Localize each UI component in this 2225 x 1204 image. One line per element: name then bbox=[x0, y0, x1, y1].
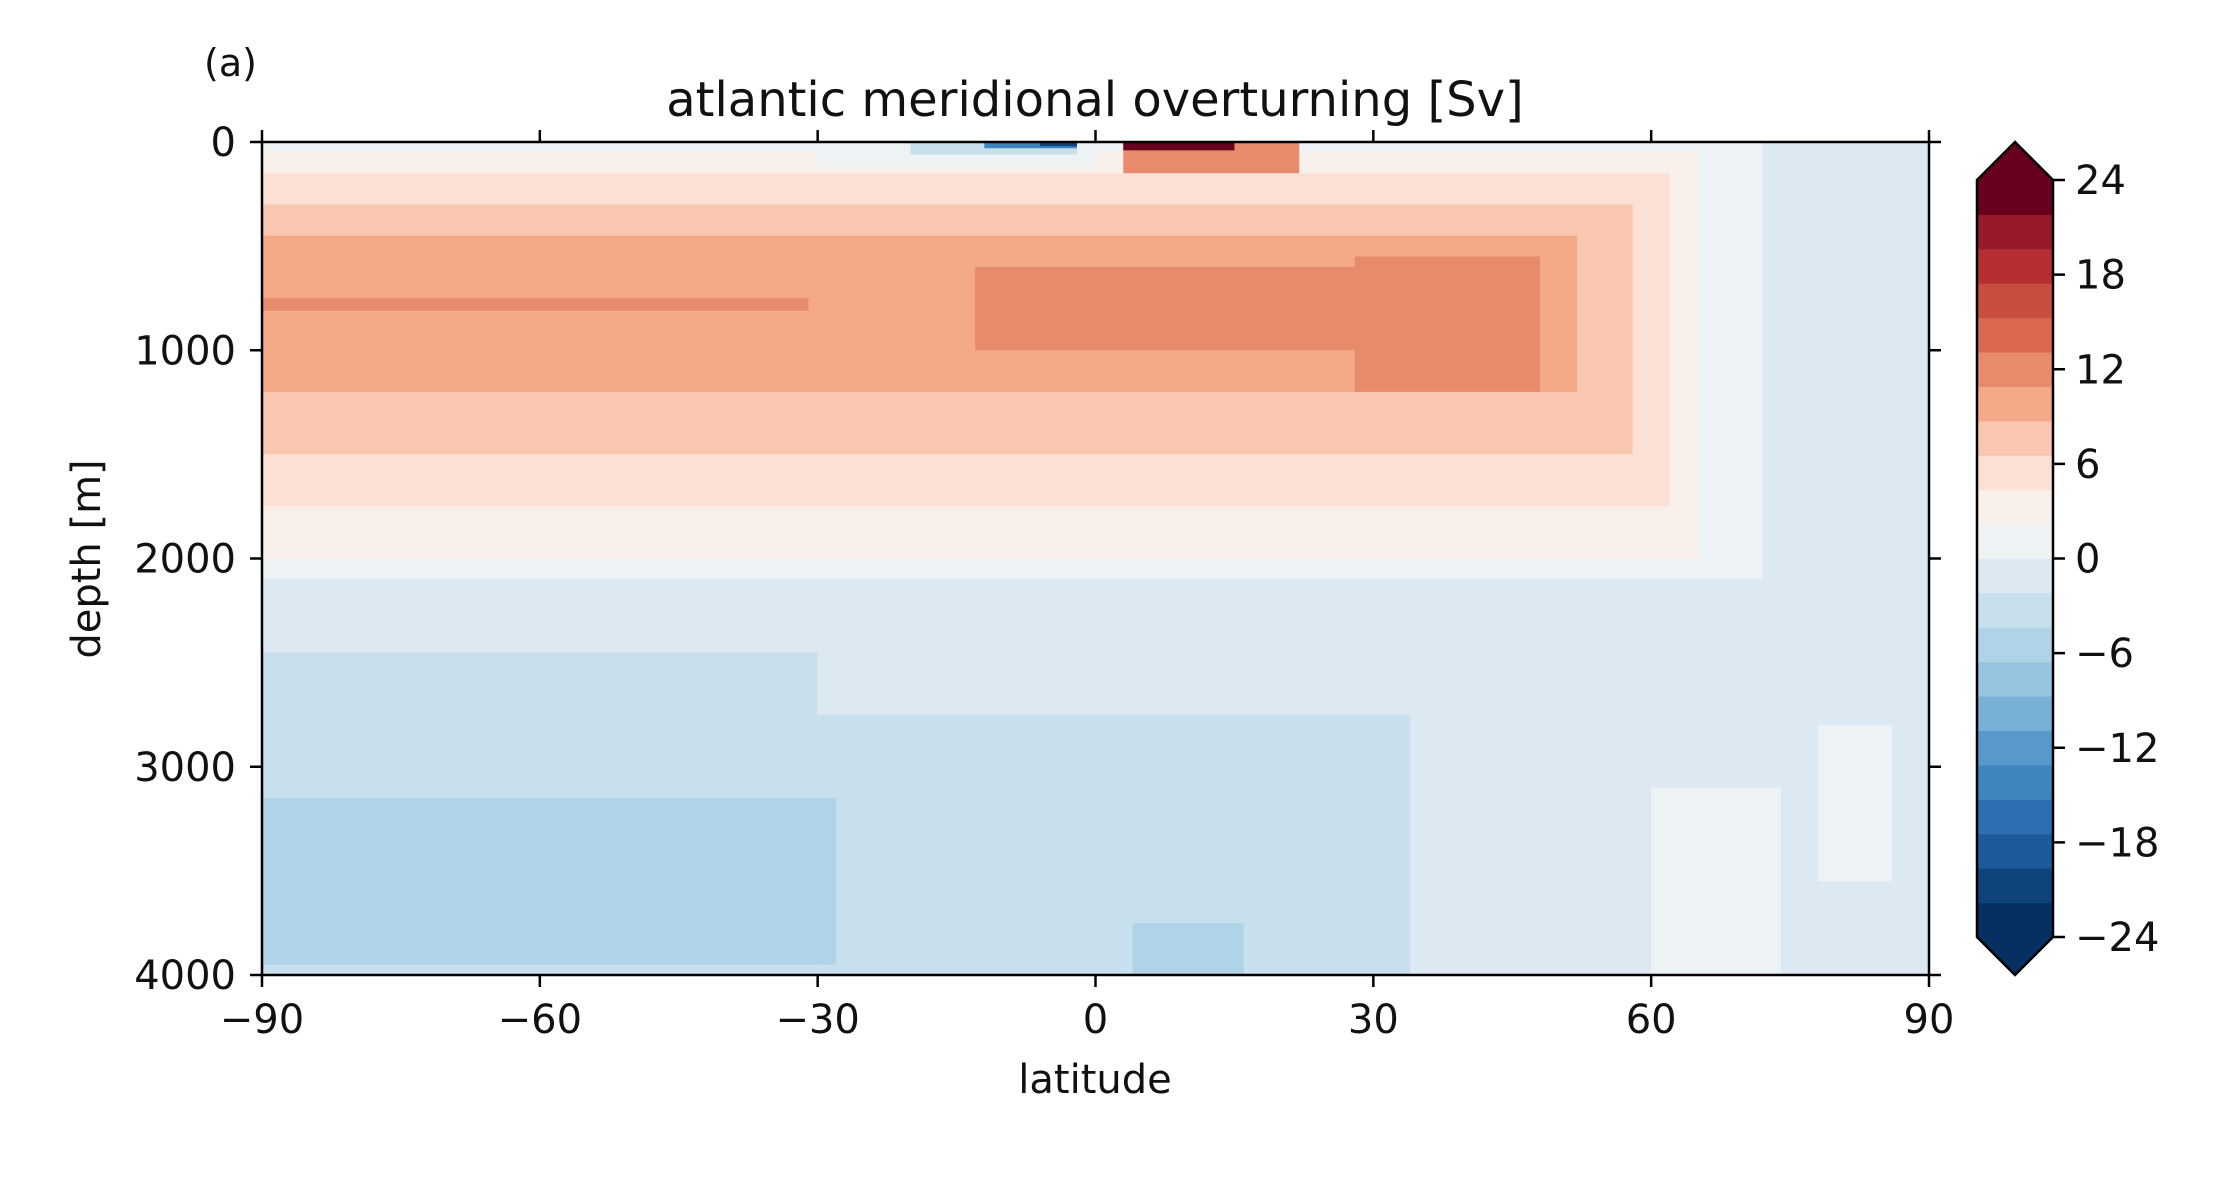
colorbar-swatch bbox=[1977, 661, 2053, 697]
colorbar-ticks: −24 −18 −12 −6 0 6 12 18 24 bbox=[2053, 158, 2159, 961]
colorbar-tick-label: −18 bbox=[2075, 820, 2159, 866]
y-tick-label: 0 bbox=[211, 120, 236, 166]
colorbar-swatch bbox=[1977, 420, 2053, 456]
heatmap bbox=[262, 142, 1929, 975]
heatmap-cell bbox=[262, 797, 837, 965]
heatmap-cell bbox=[1891, 142, 1929, 975]
colorbar-swatch bbox=[1977, 524, 2053, 559]
heatmap-cell bbox=[1132, 922, 1244, 975]
heatmap-cell bbox=[1039, 142, 1077, 147]
colorbar-swatch bbox=[1977, 489, 2053, 525]
heatmap-cell bbox=[817, 714, 1411, 975]
colorbar-swatch bbox=[1977, 317, 2053, 353]
colorbar-swatch bbox=[1977, 248, 2053, 284]
y-tick-label: 1000 bbox=[134, 328, 236, 374]
heatmap-cell bbox=[984, 142, 1077, 149]
colorbar-tick-label: −12 bbox=[2075, 726, 2159, 772]
colorbar-swatch bbox=[1977, 180, 2053, 215]
x-tick-label: 30 bbox=[1348, 997, 1399, 1043]
colorbar-swatch bbox=[1977, 627, 2053, 663]
colorbar-swatch bbox=[1977, 696, 2053, 732]
colorbar-tick-label: −24 bbox=[2075, 915, 2159, 961]
colorbar-swatch bbox=[1977, 764, 2053, 800]
colorbar-tick-label: 12 bbox=[2075, 347, 2126, 393]
colorbar-tick-label: −6 bbox=[2075, 631, 2134, 677]
colorbar-swatch bbox=[1977, 214, 2053, 250]
x-tick-label: 90 bbox=[1904, 997, 1955, 1043]
x-tick-label: 60 bbox=[1626, 997, 1677, 1043]
y-tick-label: 2000 bbox=[134, 537, 236, 583]
x-tick-label: −90 bbox=[220, 997, 304, 1043]
colorbar-tick-label: 6 bbox=[2075, 442, 2100, 488]
colorbar-swatch bbox=[1977, 283, 2053, 319]
colorbar-swatch bbox=[1977, 833, 2053, 869]
colorbar bbox=[1975, 140, 2055, 977]
heatmap-cell bbox=[262, 579, 1763, 653]
heatmap-cell bbox=[1651, 787, 1781, 975]
colorbar-swatch bbox=[1977, 592, 2053, 628]
colorbar-swatch bbox=[1977, 386, 2053, 422]
colorbar-extend-min bbox=[1977, 937, 2053, 975]
x-axis: −90 −60 −30 0 30 60 90 bbox=[220, 130, 1955, 1043]
colorbar-tick-label: 24 bbox=[2075, 158, 2126, 204]
colorbar-swatch bbox=[1977, 730, 2053, 766]
colorbar-tick-label: 18 bbox=[2075, 253, 2126, 299]
heatmap-cell bbox=[1817, 725, 1892, 882]
y-tick-label: 3000 bbox=[134, 745, 236, 791]
heatmap-cell bbox=[1354, 256, 1541, 392]
colorbar-swatch bbox=[1977, 352, 2053, 387]
colorbar-swatch bbox=[1977, 558, 2053, 594]
chart-title: atlantic meridional overturning [Sv] bbox=[666, 72, 1524, 128]
colorbar-swatch bbox=[1977, 799, 2053, 835]
y-tick-label: 4000 bbox=[134, 953, 236, 999]
x-tick-label: −60 bbox=[498, 997, 582, 1043]
colorbar-tick-label: 0 bbox=[2075, 537, 2100, 583]
x-tick-label: 0 bbox=[1083, 997, 1108, 1043]
y-axis-label: depth [m] bbox=[64, 459, 110, 658]
colorbar-swatch bbox=[1977, 902, 2053, 938]
y-axis: 0 1000 2000 3000 4000 bbox=[134, 120, 1941, 999]
colorbar-extend-max bbox=[1977, 142, 2053, 180]
heatmap-cell bbox=[1123, 142, 1235, 151]
x-axis-label: latitude bbox=[1018, 1057, 1171, 1103]
colorbar-swatch bbox=[1977, 455, 2053, 491]
heatmap-cell bbox=[262, 298, 809, 311]
colorbar-swatch bbox=[1977, 868, 2053, 904]
x-tick-label: −30 bbox=[775, 997, 859, 1043]
panel-label: (a) bbox=[204, 41, 257, 85]
